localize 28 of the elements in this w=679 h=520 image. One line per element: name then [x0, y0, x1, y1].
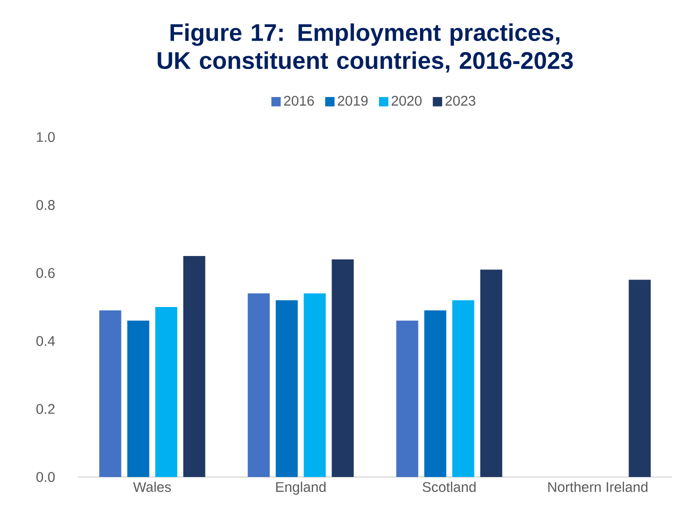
bar — [452, 300, 474, 477]
y-tick-label: 0.2 — [36, 404, 55, 414]
legend-label: 2020 — [392, 96, 422, 106]
bar — [424, 310, 446, 477]
bar — [276, 300, 298, 477]
bar — [332, 259, 354, 477]
legend-label: 2023 — [446, 96, 476, 106]
bar — [127, 320, 150, 477]
x-tick-label: Wales — [133, 482, 171, 492]
bar — [248, 293, 270, 477]
bar — [155, 306, 178, 477]
legend-label: 2019 — [338, 96, 368, 106]
bar — [628, 280, 651, 477]
chart-title: Figure 17: Employment practices, UK constituent countries, 2016-2023 — [158, 23, 573, 73]
x-tick-label: Scotland — [422, 482, 476, 492]
bar — [99, 310, 122, 477]
bar — [396, 320, 418, 477]
y-tick-label: 0.4 — [36, 336, 55, 346]
legend-label: 2016 — [284, 96, 314, 106]
bar — [304, 293, 326, 477]
y-tick-label: 0.6 — [36, 268, 55, 278]
y-tick-label: 1.0 — [36, 132, 55, 142]
bar — [480, 270, 502, 477]
x-tick-label: England — [276, 482, 326, 495]
y-tick-label: 0.8 — [36, 200, 55, 210]
y-tick-label: 0.0 — [36, 472, 55, 482]
bar — [183, 256, 206, 477]
x-tick-label: Northern Ireland — [548, 482, 648, 492]
